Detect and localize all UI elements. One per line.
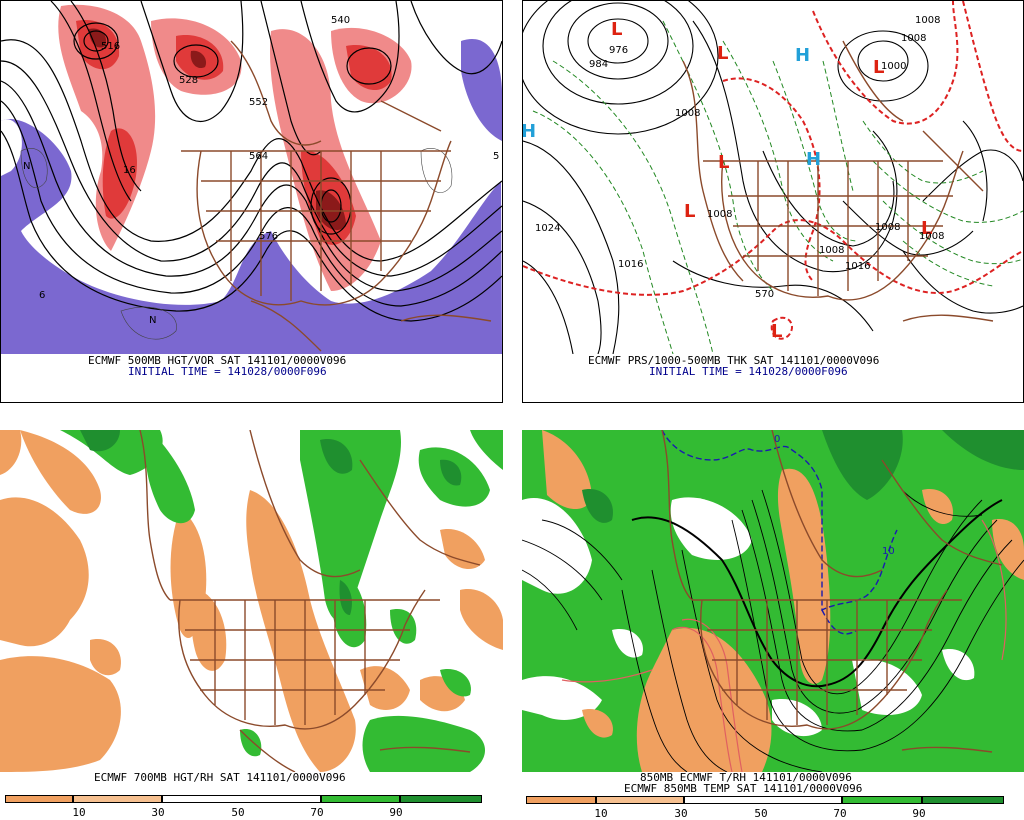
legend-swatch-dry-light [596,796,684,804]
legend-tick: 10 [594,807,608,820]
legend-tick: 50 [754,807,768,820]
isobar-label: 1016 [618,259,643,270]
thickness-contours [532,20,1023,354]
pressure-map-svg: L L L L L L L H H H 1008 1008 1000 976 9… [523,1,1023,354]
temp-850mb-map-svg: 0 10 [522,430,1024,772]
legend-swatch-very-moist [922,796,1004,804]
low-pressure-symbol: L [921,218,932,239]
legend-tick: 70 [833,807,847,820]
isobar-label: 1008 [707,209,732,220]
isobar-label: 1008 [819,245,844,256]
caption-line-1: 850MB ECMWF T/RH 141101/0000V096 [640,771,852,784]
low-pressure-symbol: L [611,19,622,40]
high-pressure-symbol: H [806,149,821,170]
contour-label: N [23,161,30,172]
legend-swatch-dry-dark [5,795,73,803]
vorticity-map-svg: 516 528 552 564 576 540 6 N N 16 5 [1,1,502,354]
high-pressure-symbol: H [523,121,536,142]
panel-frame [0,0,503,403]
isobar-label: 1024 [535,223,560,234]
contour-label: 576 [259,231,278,242]
low-pressure-symbol: L [873,57,884,78]
low-pressure-symbol: L [684,201,695,222]
political-boundaries [181,40,492,352]
caption-line-2: ECMWF 850MB TEMP SAT 141101/0000V096 [624,782,863,795]
contour-label: 516 [101,41,120,52]
isobar-label: 1000 [881,61,906,72]
legend-swatch-neutral [162,795,321,803]
legend-tick: 50 [231,806,245,819]
map-700mb [0,430,503,772]
low-pressure-symbol: L [771,321,782,342]
warm-contours [561,519,1007,772]
contour-label: 16 [123,165,136,176]
contour-labels: 516 528 552 564 576 540 6 N N 16 5 [23,15,499,326]
negative-vorticity-area [1,119,502,354]
isobar-label: 1016 [845,261,870,272]
rh-700mb-map-svg [0,430,503,772]
contour-labels: 0 10 [774,434,895,557]
panel-500mb-vorticity: 516 528 552 564 576 540 6 N N 16 5 ECMWF… [0,0,503,403]
caption-line-1: ECMWF PRS/1000-500MB THK SAT 141101/0000… [588,354,880,367]
dry-areas [0,430,503,772]
contour-label: 564 [249,151,268,162]
isobar-label: 1008 [915,15,940,26]
rh-color-legend: 10 30 50 70 90 [5,795,482,819]
legend-swatch-moist [321,795,400,803]
legend-tick: 30 [151,806,165,819]
caption-line-2: INITIAL TIME = 141028/0000F096 [649,365,848,378]
panel-pressure-thickness: L L L L L L L H H H 1008 1008 1000 976 9… [522,0,1024,403]
legend-tick: 90 [912,807,926,820]
cold-front-contour [661,430,898,635]
high-pressure-symbol: H [795,45,810,66]
legend-swatch-very-moist [400,795,482,803]
political-boundaries [661,430,1003,753]
legend-swatch-dry-light [73,795,162,803]
high-pressure-centers: H H H [523,45,821,170]
isobar-label: 976 [609,45,628,56]
low-pressure-symbol: L [718,152,729,173]
isobar-label: 1008 [675,108,700,119]
map-850mb: 0 10 [522,430,1024,772]
caption-line-2: INITIAL TIME = 141028/0000F096 [128,365,327,378]
isobar-labels: 1008 1008 1000 976 984 1008 1024 1016 10… [535,15,944,300]
legend-tick: 90 [389,806,403,819]
legend-swatch-dry-dark [526,796,596,804]
map-500mb: 516 528 552 564 576 540 6 N N 16 5 [1,1,502,354]
rh-color-legend: 10 30 50 70 90 [526,796,1004,820]
panel-700mb-rh: ECMWF 700MB HGT/RH SAT 141101/0000V096 1… [0,430,503,819]
caption-line-1: ECMWF 500MB HGT/VOR SAT 141101/0000V096 [88,354,347,367]
political-boundaries [682,40,994,322]
legend-swatch-moist [842,796,922,804]
contour-label: 528 [179,75,198,86]
legend-tick: 30 [674,807,688,820]
panel-850mb-temp-rh: 0 10 850MB ECMWF T/RH 141101/0000V096 EC… [522,430,1024,820]
political-boundaries [139,430,481,772]
legend-tick: 70 [310,806,324,819]
contour-label: 0 [774,434,780,445]
isobar-label: 1008 [901,33,926,44]
contour-label: 5 [493,151,499,162]
map-pressure: L L L L L L L H H H 1008 1008 1000 976 9… [523,1,1023,354]
legend-swatch-neutral [684,796,842,804]
contour-label: N [149,315,156,326]
thickness-540-570 [523,1,1023,340]
caption-line-1: ECMWF 700MB HGT/RH SAT 141101/0000V096 [94,771,346,784]
legend-tick: 10 [72,806,86,819]
low-pressure-symbol: L [717,43,728,64]
isobar-label: 570 [755,289,774,300]
contour-label: 552 [249,97,268,108]
negative-vorticity-area [461,39,502,141]
low-pressure-centers: L L L L L L L [611,19,932,342]
isobar-label: 1008 [875,222,900,233]
isobar-label: 984 [589,59,608,70]
contour-label: 10 [882,546,895,557]
contour-label: 540 [331,15,350,26]
isobar-label: 1008 [919,231,944,242]
isobars [523,1,1023,354]
contour-label: 6 [39,290,45,301]
